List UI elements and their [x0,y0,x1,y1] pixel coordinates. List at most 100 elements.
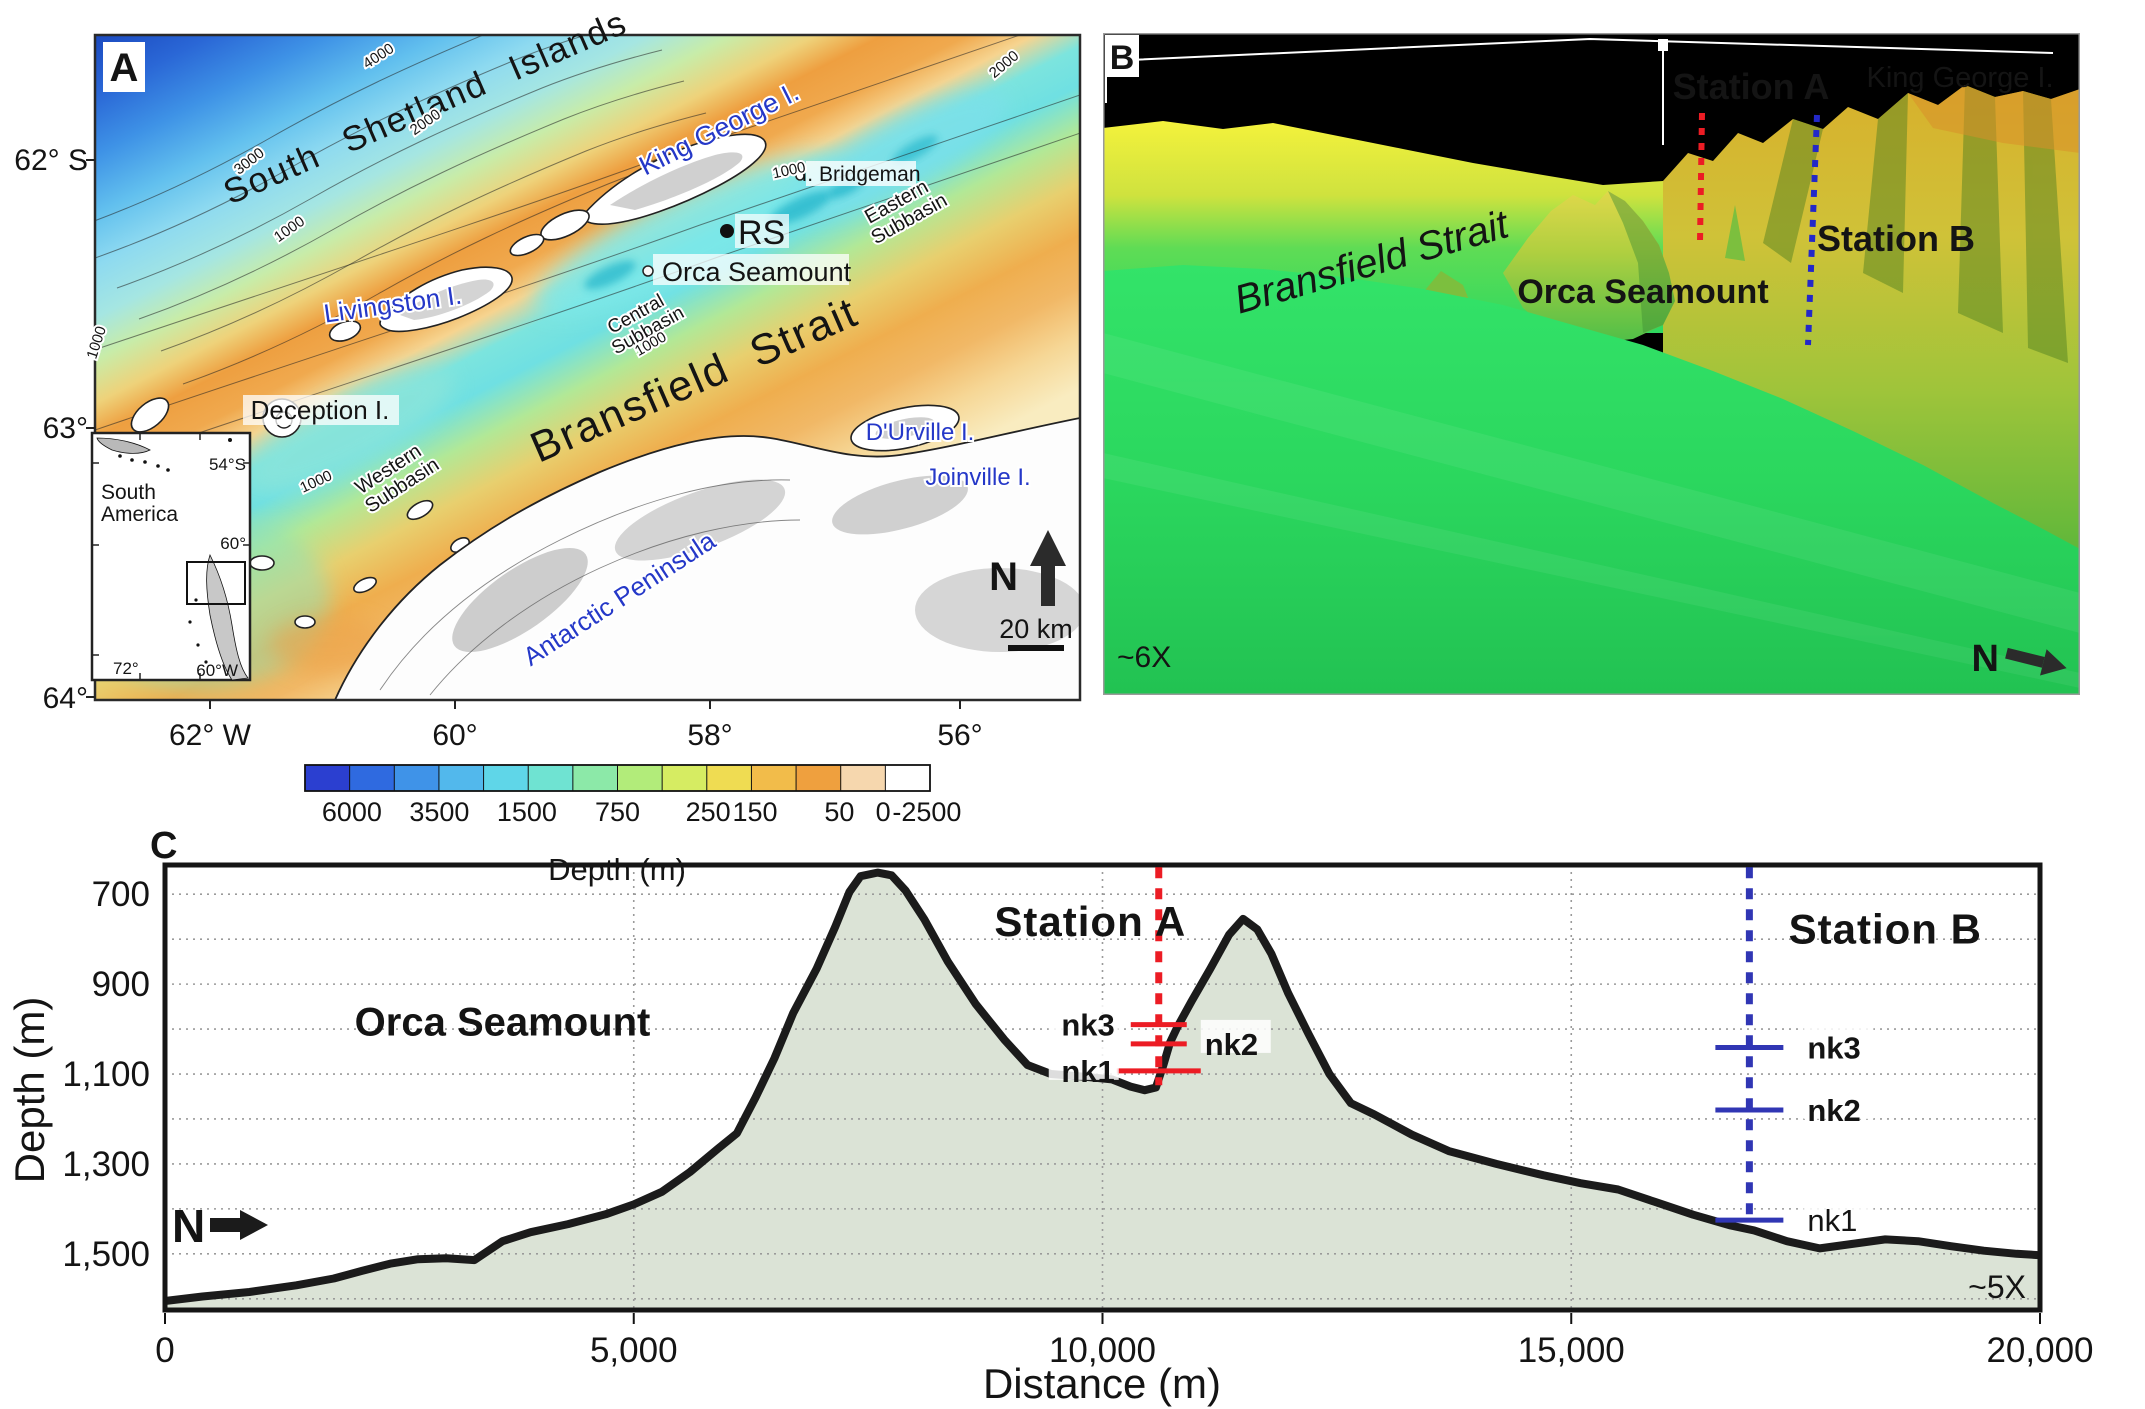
colorbar-segment [617,765,663,791]
profile-chart: 0 5,000 10,000 15,000 20,000 700 900 1,100 1,300… [62,862,2094,1370]
lon-label-60: 60° [432,719,477,752]
colorbar-segment [483,765,529,791]
lon-label-56: 56° [937,719,982,752]
inset-tick-72: 72° [113,659,139,678]
label-bg-rs [735,214,789,248]
niskin-label-bg [1200,1019,1271,1053]
map-frame [93,33,1082,702]
x-tick-label: 5,000 [590,1331,678,1370]
orca-seamount-annotation: Orca Seamount [355,1000,651,1044]
label-deception-island: Deception I. [251,395,390,425]
inset-map: South America 54°S 60° 72° 60°W [90,431,252,682]
lon-label-58: 58° [687,719,732,752]
lon-label-62w: 62° W [169,719,252,752]
inset-tick-60: 60° [220,534,246,553]
inset-label-south: South [101,481,156,504]
niskin-label: nk2 [1807,1093,1860,1128]
label-king-george-3d: King George I. [1867,62,2054,94]
colorbar-segment [528,765,574,791]
niskin-label: nk3 [1807,1030,1860,1065]
colorbar-segment [662,765,708,791]
inset-south-america-shape [96,437,151,454]
inset-tick-60w: 60°W [196,661,238,680]
panel-b-label-box [1105,35,1139,77]
colorbar-segment [349,765,395,791]
panel-c-label: C [150,825,177,867]
north-label-3d: N [1972,638,1999,680]
x-tick-label: 10,000 [1049,1331,1156,1370]
colorbar-segment [885,765,931,791]
label-bg-deception [243,395,399,425]
label-bg-bridgeman [806,161,916,186]
map-axis-ticks [86,159,961,709]
panel-b-frame [1103,33,2080,695]
y-tick-label: 1,500 [62,1235,150,1274]
antarctic-peninsula-shape [334,417,1080,700]
colorbar-tick-label: 750 [595,797,640,827]
colorbar-tick-label: 250 [686,797,731,827]
y-tick-label: 1,300 [62,1145,150,1184]
floor-highlights [1103,333,2080,688]
lat-label-64: 64° [43,682,88,715]
panel-b-3d-view: B King George I. Station A Station B Orc… [1103,33,2080,695]
colorbar-tick-label: 6000 [322,797,382,827]
north-arrow-3d: N [1972,638,2067,680]
inset-tick-54s: 54°S [209,455,246,474]
profile-scale-note: ~5X [1968,1269,2026,1305]
niskin-label-bg [1048,1046,1119,1080]
inset-study-area-box [186,561,246,605]
colorbar-tick-label: 150 [732,797,777,827]
inset-peninsula-shape [206,553,249,681]
x-tick-label: 0 [155,1331,174,1370]
map-field [95,35,1080,700]
label-durville-island: D'Urville I. [866,419,975,446]
colorbar-segment [394,765,440,791]
panel-a-map: A 62° S 63° 64° 62° W 60° 58° 56° South … [14,3,1082,887]
profile-north-label: N [172,1200,205,1252]
map-scalebar-label: 20 km [999,614,1073,644]
label-station-a-3d: Station A [1673,66,1830,107]
label-orca-seamount-map: Orca Seamount [662,257,852,287]
colorbar-segment [305,765,351,791]
y-tick-label: 700 [92,875,150,914]
colorbar-segment [840,765,886,791]
label-bg-orca [653,254,849,285]
station-name-label: Station A [994,898,1186,945]
colorbar-tick-label: 0 [876,797,891,827]
niskin-label-bg [1803,1085,1874,1119]
lat-label-63: 63° [43,412,88,445]
orca-seamount-3d [1503,191,1675,343]
rs-station-dot [720,224,734,238]
panel-a-label: A [110,46,139,90]
panel-c-profile: C 0 5,000 10,000 15,000 20,000 700 900 1,100 1,3… [6,825,2094,1407]
niskin-label: nk1 [1061,1054,1114,1089]
colorbar-border [304,764,931,792]
lat-label-62s: 62° S [14,144,88,177]
inset-label-america: America [101,503,178,526]
label-station-b-3d: Station B [1817,218,1975,259]
chart-frame [162,862,2043,1313]
strait-floor [1103,265,2080,695]
x-tick-label: 15,000 [1518,1331,1625,1370]
colorbar-title: Depth (m) [548,852,686,887]
x-tick-label: 20,000 [1986,1331,2093,1370]
station-name-label: Station B [1789,905,1982,952]
niskin-label: nk2 [1205,1027,1258,1062]
niskin-label: nk3 [1061,1008,1114,1043]
map-north-arrow: N [989,530,1066,606]
colorbar-tick-label: 3500 [409,797,469,827]
label-vertical-exaggeration-3d: ~6X [1117,641,1171,674]
orca-seamount-marker [642,265,654,277]
panel-b-label: B [1110,39,1135,77]
x-axis-title: Distance (m) [983,1360,1221,1407]
colorbar-segment [751,765,797,791]
colorbar-segment [796,765,842,791]
label-bridgeman: I. Bridgeman [801,163,920,186]
orca-seamount-shading [1608,191,1675,333]
colorbar-tick-label: 1500 [497,797,557,827]
slope-summit-tint [1908,85,2080,153]
map-north-label: N [989,555,1018,599]
label-orca-seamount-3d: Orca Seamount [1517,273,1768,311]
y-tick-label: 900 [92,965,150,1004]
label-joinville-island: Joinville I. [925,464,1030,491]
